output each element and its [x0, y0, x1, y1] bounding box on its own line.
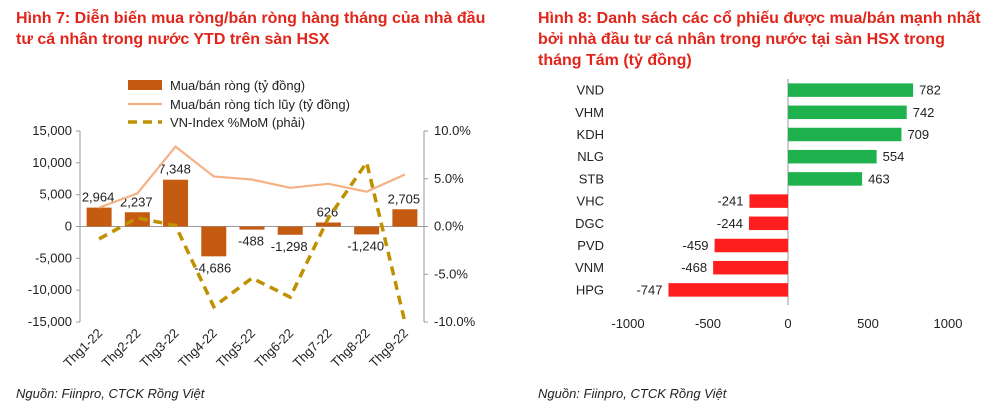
- bar-value-label: 626: [317, 205, 339, 220]
- stock-value-label: -244: [717, 216, 743, 231]
- x-category-label: Thg9-22: [366, 326, 411, 371]
- x-tick-label: -500: [695, 316, 721, 331]
- figure8-title: Hình 8: Danh sách các cổ phiếu được mua/…: [538, 10, 981, 69]
- net-bar: [163, 179, 189, 227]
- right-y-tick-label: 10.0%: [434, 123, 471, 138]
- stock-ticker-label: STB: [579, 171, 604, 186]
- stock-ticker-label: NLG: [577, 149, 604, 164]
- x-category-label: Thg6-22: [251, 326, 296, 371]
- bar-value-label: -488: [238, 234, 264, 249]
- right-y-tick-label: 0.0%: [434, 219, 464, 234]
- left-y-tick-label: -15,000: [28, 314, 72, 329]
- figure7-panel: Hình 7: Diễn biến mua ròng/bán ròng hàng…: [16, 10, 486, 401]
- stock-ticker-label: KDH: [577, 127, 604, 142]
- right-y-tick-label: -10.0%: [434, 314, 476, 329]
- stock-ticker-label: VHM: [575, 105, 604, 120]
- right-y-tick-label: 5.0%: [434, 171, 464, 186]
- stock-ticker-label: DGC: [575, 216, 604, 231]
- stock-bar: [748, 216, 788, 231]
- x-tick-label: 0: [784, 316, 791, 331]
- figure8-panel: Hình 8: Danh sách các cổ phiếu được mua/…: [500, 0, 1000, 415]
- stock-bar: [788, 127, 902, 142]
- x-category-label: Thg8-22: [328, 326, 373, 371]
- legend-bar-label: Mua/bán ròng (tỷ đồng): [170, 78, 305, 93]
- net-bar: [315, 222, 341, 227]
- left-y-tick-label: 0: [65, 219, 72, 234]
- legend-vnindex-label: VN-Index %MoM (phải): [170, 115, 305, 130]
- stock-ticker-label: VNM: [575, 260, 604, 275]
- left-y-tick-label: -10,000: [28, 282, 72, 297]
- x-category-label: Thg3-22: [137, 326, 182, 371]
- x-category-label: Thg5-22: [213, 326, 258, 371]
- stock-bar: [749, 194, 788, 208]
- figure7-source: Nguồn: Fiinpro, CTCK Rồng Việt: [16, 386, 205, 401]
- vnindex-line: [98, 158, 407, 323]
- figure8-chart: VND 782 VHM 742 KDH 709 NLG 554 STB 463 VHC -241 DGC…: [575, 79, 963, 331]
- left-y-tick-label: -5,000: [35, 250, 72, 265]
- stock-bar: [668, 283, 788, 297]
- x-tick-label: 1000: [934, 316, 963, 331]
- x-tick-label: -1000: [611, 316, 644, 331]
- net-bar: [277, 226, 303, 235]
- stock-value-label: 742: [913, 105, 935, 120]
- left-y-tick-label: 10,000: [32, 155, 72, 170]
- bar-value-label: 2,705: [388, 191, 421, 206]
- x-category-label: Thg7-22: [290, 326, 335, 371]
- right-y-tick-label: -5.0%: [434, 266, 468, 281]
- stock-value-label: 782: [919, 83, 941, 98]
- net-bar: [392, 209, 418, 227]
- stock-value-label: -747: [636, 282, 662, 297]
- stock-bar: [788, 149, 877, 164]
- stock-value-label: 463: [868, 171, 890, 186]
- bar-value-label: 2,964: [82, 190, 115, 205]
- figure8-source: Nguồn: Fiinpro, CTCK Rồng Việt: [538, 386, 727, 401]
- stock-ticker-label: PVD: [577, 238, 604, 253]
- left-y-tick-label: 15,000: [32, 123, 72, 138]
- figure7-chart: 15,000 10,000 5,000 0 -5,000 -10,000 -15,000 10…: [28, 78, 476, 371]
- net-bar: [86, 207, 112, 227]
- bar-value-label: -1,298: [271, 239, 308, 254]
- stock-ticker-label: VND: [577, 83, 604, 98]
- x-category-label: Thg1-22: [60, 326, 105, 371]
- legend-cumulative-label: Mua/bán ròng tích lũy (tỷ đồng): [170, 97, 350, 112]
- stock-value-label: 709: [907, 127, 929, 142]
- stock-bar: [713, 260, 788, 275]
- stock-bar: [788, 83, 914, 97]
- stock-bar: [788, 172, 863, 186]
- stock-bar: [788, 105, 907, 120]
- stock-value-label: -459: [683, 238, 709, 253]
- net-bar: [354, 226, 380, 235]
- stock-value-label: -468: [681, 260, 707, 275]
- bar-value-label: 2,237: [120, 194, 153, 209]
- stock-ticker-label: VHC: [577, 194, 604, 209]
- stock-value-label: -241: [717, 194, 743, 209]
- net-bar: [201, 226, 227, 257]
- bar-value-label: 7,348: [158, 162, 191, 177]
- stock-value-label: 554: [883, 149, 905, 164]
- stock-bar: [714, 238, 788, 253]
- stock-ticker-label: HPG: [576, 282, 604, 297]
- bar-value-label: -1,240: [347, 238, 384, 253]
- figure7-title: Hình 7: Diễn biến mua ròng/bán ròng hàng…: [16, 10, 486, 48]
- x-category-label: Thg4-22: [175, 326, 220, 371]
- x-category-label: Thg2-22: [99, 326, 144, 371]
- legend-bar-swatch: [128, 80, 162, 90]
- left-y-tick-label: 5,000: [39, 187, 72, 202]
- x-tick-label: 500: [857, 316, 879, 331]
- bar-value-label: -4,686: [194, 260, 231, 275]
- net-bar: [239, 226, 265, 230]
